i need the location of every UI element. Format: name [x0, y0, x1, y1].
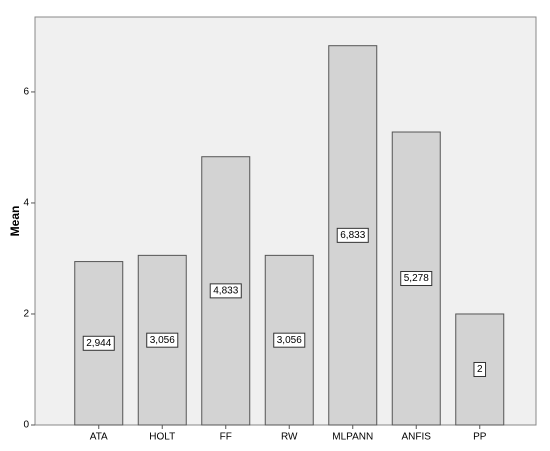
x-tick-label: HOLT: [149, 432, 175, 443]
value-label-box: [400, 271, 433, 287]
y-tick-label: 0: [23, 420, 29, 431]
y-tick-label: 6: [23, 87, 29, 98]
x-tick-label: ANFIS: [402, 432, 432, 443]
value-label: 2: [477, 364, 483, 375]
value-label-box: [336, 227, 369, 243]
x-tick-label: PP: [473, 432, 487, 443]
x-tick-label: FF: [220, 432, 232, 443]
x-tick-label: ATA: [90, 432, 108, 443]
value-label-box: [473, 361, 487, 377]
value-label: 2,944: [86, 338, 111, 349]
y-tick-label: 4: [23, 198, 29, 209]
value-label: 5,278: [404, 273, 429, 284]
value-label: 4,833: [213, 286, 238, 297]
y-axis-title: Mean: [8, 206, 22, 237]
value-label-box: [82, 335, 115, 351]
value-label: 6,833: [340, 230, 365, 241]
value-label: 3,056: [150, 335, 175, 346]
value-label: 3,056: [277, 335, 302, 346]
x-tick-label: MLPANN: [332, 432, 373, 443]
x-tick-label: RW: [281, 432, 298, 443]
y-tick-label: 2: [23, 309, 29, 320]
value-label-box: [146, 332, 179, 348]
value-label-box: [209, 283, 242, 299]
value-label-box: [273, 332, 306, 348]
